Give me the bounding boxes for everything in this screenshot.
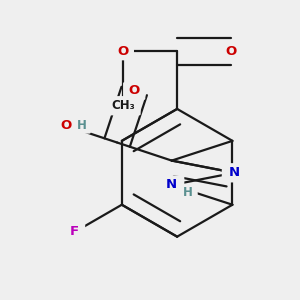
FancyBboxPatch shape — [55, 116, 77, 134]
Text: H: H — [77, 119, 87, 132]
Text: O: O — [226, 45, 237, 58]
FancyBboxPatch shape — [178, 184, 198, 201]
FancyBboxPatch shape — [64, 223, 85, 241]
FancyBboxPatch shape — [123, 82, 145, 100]
FancyBboxPatch shape — [220, 43, 243, 60]
FancyBboxPatch shape — [105, 96, 141, 116]
FancyBboxPatch shape — [112, 43, 134, 60]
Text: O: O — [129, 85, 140, 98]
Text: F: F — [70, 225, 80, 239]
Text: H: H — [183, 186, 193, 199]
Text: CH₃: CH₃ — [111, 99, 135, 112]
FancyBboxPatch shape — [73, 117, 91, 134]
Text: O: O — [117, 45, 128, 58]
FancyBboxPatch shape — [222, 163, 247, 182]
Text: O: O — [60, 119, 71, 132]
Text: N: N — [229, 166, 240, 179]
FancyBboxPatch shape — [159, 175, 184, 195]
Text: N: N — [166, 178, 177, 191]
